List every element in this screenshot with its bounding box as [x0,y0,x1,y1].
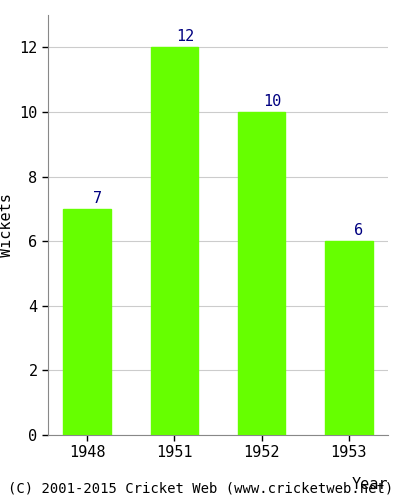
Text: (C) 2001-2015 Cricket Web (www.cricketweb.net): (C) 2001-2015 Cricket Web (www.cricketwe… [8,481,393,495]
Text: 7: 7 [93,190,102,206]
Bar [325,241,372,435]
Text: 6: 6 [354,223,364,238]
Text: Year: Year [352,476,388,492]
Text: 10: 10 [263,94,281,108]
Bar [150,48,198,435]
Text: 12: 12 [176,29,194,44]
Bar [64,209,111,435]
Y-axis label: Wickets: Wickets [0,193,14,257]
Bar [238,112,286,435]
